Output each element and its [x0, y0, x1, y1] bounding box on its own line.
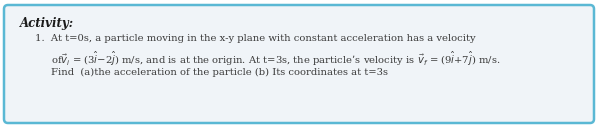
Text: Find  (a)the acceleration of the particle (b) Its coordinates at t=3s: Find (a)the acceleration of the particle… [51, 68, 388, 77]
Text: Activity:: Activity: [20, 17, 74, 30]
Text: 1.  At t=0s, a particle moving in the x-y plane with constant acceleration has a: 1. At t=0s, a particle moving in the x-y… [35, 34, 476, 43]
Text: of$\vec{v}_i$ = (3$\hat{i}$−2$\hat{j}$) m/s, and is at the origin. At t=3s, the : of$\vec{v}_i$ = (3$\hat{i}$−2$\hat{j}$) … [51, 50, 500, 68]
FancyBboxPatch shape [4, 5, 594, 123]
